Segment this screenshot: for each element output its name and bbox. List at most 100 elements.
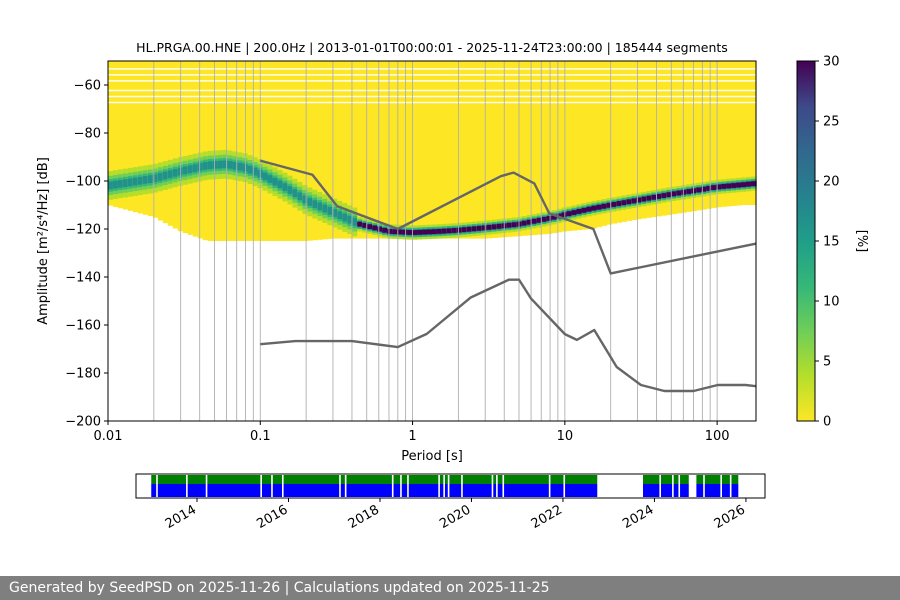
density-column [606, 61, 613, 225]
coverage-bar [643, 475, 689, 484]
density-column [172, 61, 179, 229]
density-mode-band [646, 195, 652, 201]
density-mode-band [347, 215, 353, 224]
psd-plot: −200 −180 −160 −140 −120 −100 −80 −60 0.01 0.1 1 1… [36, 40, 757, 464]
density-mode-band [446, 228, 453, 234]
timeline-tick-label: 2016 [254, 502, 290, 532]
density-mode-band [172, 169, 179, 177]
density-column [566, 61, 573, 232]
noise-model-curves [259, 159, 756, 393]
density-column [252, 61, 259, 241]
density-mode-band [441, 228, 448, 234]
density-column [317, 61, 323, 240]
density-gap-row [108, 68, 756, 70]
density-gap-row [108, 101, 756, 104]
density-column [581, 61, 588, 230]
density-mode-band [252, 167, 259, 176]
coverage-gap [447, 475, 450, 497]
density-column [551, 61, 558, 234]
density-column [272, 61, 279, 241]
density-mode-band [232, 161, 239, 170]
chart-title: HL.PRGA.00.HNE | 200.0Hz | 2013-01-01T00… [136, 40, 728, 55]
density-mode-band [297, 192, 303, 201]
density-mode-band [427, 229, 433, 235]
density-mode-band [466, 226, 473, 232]
density-column [367, 61, 373, 239]
density-mode-band [696, 187, 702, 193]
density-column [601, 61, 608, 226]
density-mode-band [282, 183, 289, 191]
density-column [466, 61, 473, 239]
density-column [382, 61, 388, 239]
density-mode-band [277, 180, 284, 189]
density-mode-band [716, 184, 722, 190]
density-column [117, 61, 124, 209]
density-column [307, 61, 313, 241]
density-mode-band [167, 170, 174, 179]
density-mode-band [656, 194, 662, 199]
density-column [666, 61, 672, 215]
density-column [441, 61, 448, 239]
density-column [282, 61, 289, 241]
coverage-gap [400, 475, 402, 497]
density-mode-band [461, 227, 468, 233]
density-mode-band [736, 182, 742, 188]
density-mode-band [237, 162, 244, 171]
density-column [741, 61, 747, 206]
density-column [696, 61, 702, 211]
density-column [337, 61, 343, 239]
coverage-gap [443, 475, 445, 497]
density-mode-band [626, 199, 632, 205]
x-axis-label: Period [s] [401, 449, 463, 464]
density-mode-band [451, 228, 458, 233]
density-column [661, 61, 667, 216]
density-column [132, 61, 139, 213]
colorbar-tick-label: 30 [823, 55, 840, 70]
density-mode-band [122, 179, 129, 187]
density-column [108, 61, 114, 206]
coverage-gap [391, 475, 394, 497]
timeline-tick-label: 2020 [437, 502, 473, 532]
density-mode-band [641, 196, 647, 202]
coverage-bar [696, 475, 739, 484]
density-mode-band [327, 206, 333, 215]
density-mode-band [721, 184, 727, 189]
colorbar-gradient [796, 60, 816, 422]
density-column [237, 61, 244, 241]
density-mode-band [207, 161, 214, 170]
timeline-tick-label: 2014 [163, 502, 199, 532]
density-column [387, 61, 393, 239]
density-column [357, 61, 363, 239]
density-column [736, 61, 742, 206]
density-column [726, 61, 732, 207]
coverage-bar [151, 484, 598, 497]
data-coverage-timeline: 2014 2016 2018 2020 2022 2024 2026 [135, 473, 766, 532]
coverage-gap [281, 475, 284, 497]
density-column [197, 61, 204, 239]
density-mode-band [591, 205, 598, 211]
coverage-gap [344, 475, 347, 497]
y-tick-label: −180 [65, 367, 101, 382]
timeline-tick-label: 2024 [620, 502, 656, 532]
density-mode-band [651, 194, 657, 200]
density-column [427, 61, 433, 239]
density-column [407, 61, 413, 239]
x-tick-label: 1 [408, 429, 416, 444]
density-mode-band [357, 221, 363, 227]
density-column [312, 61, 318, 241]
coverage-gap [496, 475, 498, 497]
density-column [402, 61, 408, 239]
density-column [187, 61, 194, 235]
density-mode-band [746, 181, 752, 187]
colorbar-tick-label: 5 [823, 355, 831, 370]
density-column [716, 61, 722, 208]
density-column [546, 61, 553, 234]
density-column [706, 61, 712, 209]
density-mode-band [352, 218, 358, 226]
density-column [292, 61, 299, 241]
density-column [486, 61, 493, 239]
density-column [686, 61, 692, 212]
density-mode-band [187, 165, 194, 174]
coverage-gap [672, 475, 674, 497]
density-column [157, 61, 164, 221]
